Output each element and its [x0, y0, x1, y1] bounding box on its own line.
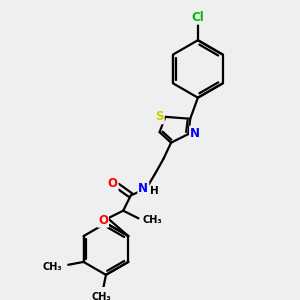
Text: N: N [190, 127, 200, 140]
Text: O: O [98, 214, 108, 227]
Text: O: O [108, 177, 118, 190]
Text: CH₃: CH₃ [43, 262, 62, 272]
Text: N: N [138, 182, 148, 195]
Text: CH₃: CH₃ [142, 215, 162, 225]
Text: Cl: Cl [191, 11, 204, 24]
Text: H: H [150, 186, 159, 196]
Text: CH₃: CH₃ [91, 292, 111, 300]
Text: S: S [155, 110, 164, 123]
